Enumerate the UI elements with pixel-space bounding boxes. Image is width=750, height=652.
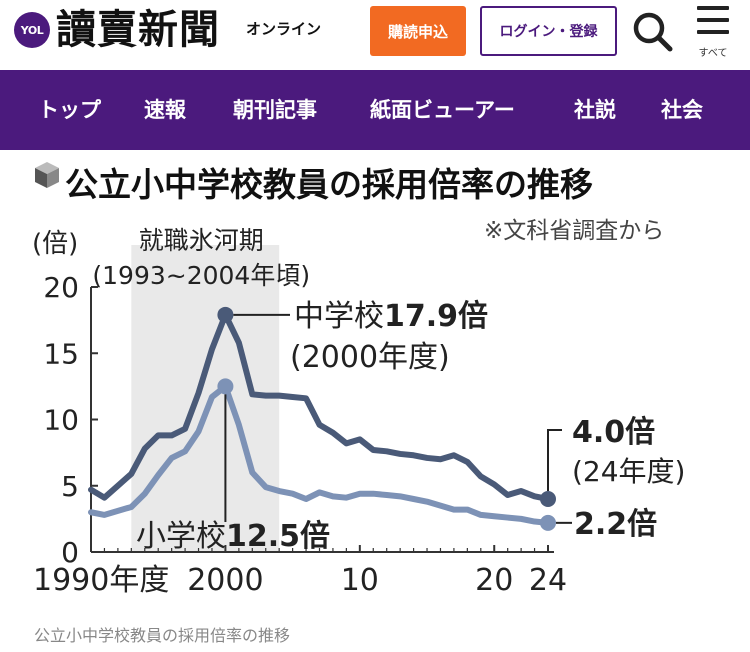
x-tick-label: 1990年度 — [33, 563, 169, 598]
top-bar: YOL 讀賣新聞 オンライン 購読申込 ログイン・登録 すべて — [0, 0, 750, 70]
nav-item-editorial[interactable]: 社説 — [574, 98, 616, 122]
site-logo[interactable]: 讀賣新聞 — [56, 6, 220, 53]
x-tick-label: 20 — [475, 563, 513, 598]
chart-article-image: 公立小中学校教員の採用倍率の推移 ※文科省調査から (倍) 就職氷河期 (1993… — [0, 150, 750, 645]
main-nav: トップ 速報 朝刊記事 紙面ビューアー 社説 社会 — [0, 70, 750, 150]
x-tick-label: 24 — [529, 563, 567, 598]
shaded-region-employment-ice-age — [131, 245, 280, 552]
hamburger-line — [697, 18, 729, 22]
image-caption: 公立小中学校教員の採用倍率の推移 — [34, 626, 291, 645]
nav-item-top[interactable]: トップ — [38, 98, 101, 122]
search-button[interactable] — [630, 8, 676, 54]
y-tick-label: 20 — [43, 271, 79, 304]
search-icon — [633, 12, 673, 52]
plot-area: 就職氷河期 (1993~2004年頃) 0 5 10 15 20 1990年度 2000 10 20… — [33, 226, 685, 598]
chart-source: ※文科省調査から — [484, 218, 664, 244]
nav-item-society[interactable]: 社会 — [661, 98, 703, 122]
chart-title: 公立小中学校教員の採用倍率の推移 — [65, 165, 593, 204]
shaded-region-sublabel: (1993~2004年頃) — [92, 261, 310, 290]
x-tick-label: 2000 — [187, 563, 263, 598]
cube-icon — [35, 162, 59, 188]
y-tick-label: 5 — [61, 470, 79, 503]
yol-logo-badge[interactable]: YOL — [14, 12, 50, 48]
middle-end-callout-line — [547, 429, 562, 491]
nav-item-morning-edition[interactable]: 朝刊記事 — [233, 98, 317, 122]
nav-item-breaking[interactable]: 速報 — [144, 98, 186, 122]
site-logo-suffix: オンライン — [246, 20, 322, 38]
y-tick-label: 0 — [61, 536, 79, 569]
x-tick-label: 10 — [341, 563, 379, 598]
elementary-end-label: 2.2倍 — [574, 507, 657, 542]
middle-peak-label: 中学校17.9倍 — [294, 299, 488, 334]
elementary-peak-label: 小学校12.5倍 — [136, 519, 330, 554]
middle-school-peak-marker — [217, 306, 234, 323]
menu-label: すべて — [698, 48, 728, 59]
y-tick-label: 15 — [43, 337, 79, 370]
middle-peak-period: (2000年度) — [290, 340, 450, 375]
middle-end-period: (24年度) — [572, 455, 685, 488]
middle-end-label: 4.0倍 — [572, 415, 655, 450]
hamburger-line — [697, 30, 729, 34]
menu-button[interactable]: すべて — [690, 2, 736, 62]
nav-item-paper-viewer[interactable]: 紙面ビューアー — [370, 98, 515, 122]
shaded-region-label: 就職氷河期 — [139, 226, 264, 255]
y-axis-label: (倍) — [32, 229, 78, 259]
subscribe-button[interactable]: 購読申込 — [370, 6, 466, 56]
elementary-school-end-marker — [540, 514, 556, 531]
hamburger-menu-icon — [697, 6, 729, 10]
elementary-school-peak-marker — [217, 378, 234, 395]
login-register-button[interactable]: ログイン・登録 — [480, 6, 617, 56]
y-tick-label: 10 — [43, 404, 79, 437]
teacher-hiring-ratio-chart: 公立小中学校教員の採用倍率の推移 ※文科省調査から (倍) 就職氷河期 (1993… — [32, 162, 685, 598]
middle-school-end-marker — [540, 491, 556, 507]
